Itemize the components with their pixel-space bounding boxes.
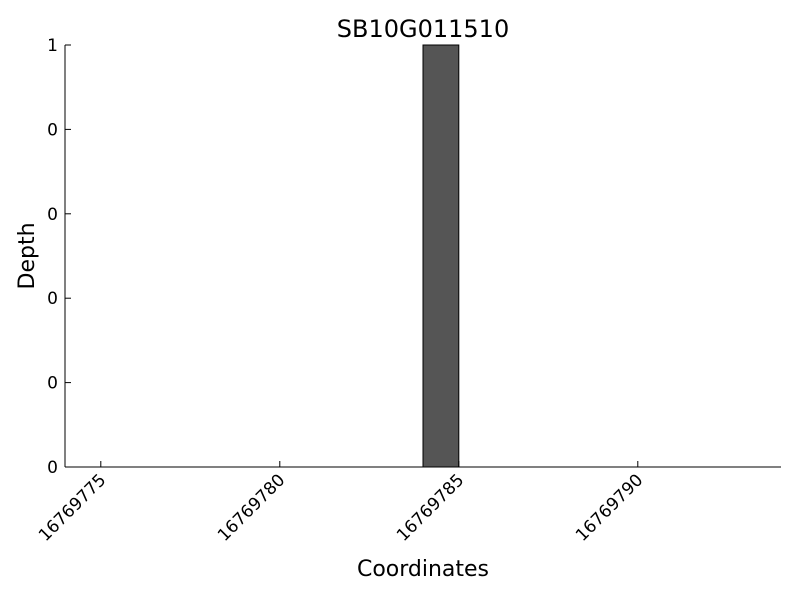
x-tick-label: 16769790 [572, 470, 647, 545]
y-axis-label: Depth [15, 222, 40, 289]
y-tick-label: 0 [47, 458, 58, 478]
y-tick-label: 1 [47, 36, 58, 56]
y-tick-label: 0 [47, 374, 58, 394]
y-tick-label: 0 [47, 205, 58, 225]
x-tick-label: 16769780 [214, 470, 289, 545]
bar [422, 44, 460, 468]
x-axis-label: Coordinates [357, 557, 489, 582]
x-tick-label: 16769785 [393, 470, 468, 545]
y-tick-label: 0 [47, 289, 58, 309]
chart-title: SB10G011510 [337, 15, 509, 43]
y-tick-label: 0 [47, 120, 58, 140]
x-tick-label: 16769775 [35, 470, 110, 545]
